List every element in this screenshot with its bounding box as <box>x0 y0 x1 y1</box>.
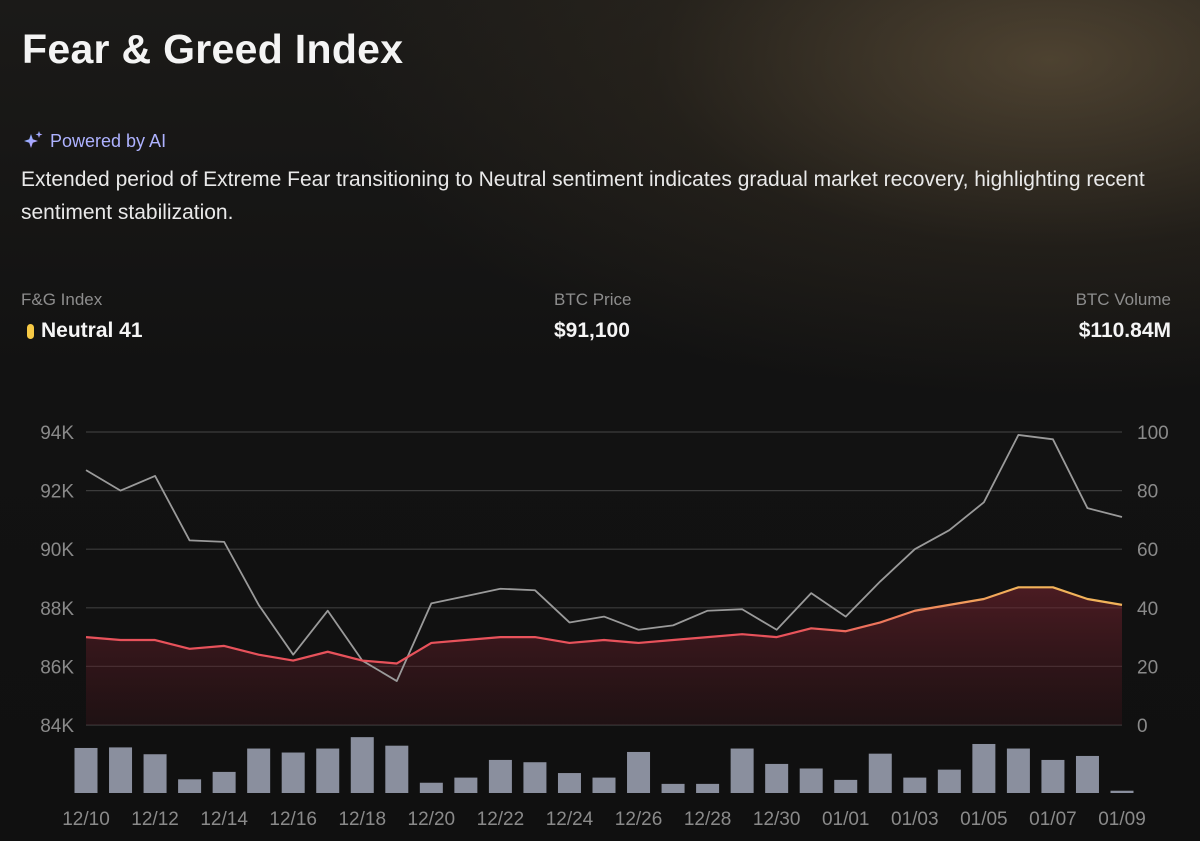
btc-price-value: $91,100 <box>554 319 630 342</box>
axes: 94K 100 92K 80 90K 60 88K 40 86K 20 84K 0 <box>40 423 1169 737</box>
x-tick-label: 01/05 <box>960 809 1008 830</box>
neutral-indicator-icon <box>27 323 34 339</box>
volume-bar[interactable] <box>834 779 858 793</box>
x-axis-ticks: 12/10 12/12 12/14 12/16 12/18 12/20 12/22 12/24… <box>62 809 1146 830</box>
volume-bar[interactable] <box>281 752 305 793</box>
y-left-tick-label: 92K <box>40 482 74 503</box>
page-title: Fear & Greed Index <box>22 26 404 72</box>
btc-price-label: BTC Price <box>554 290 632 309</box>
volume-bar[interactable] <box>661 783 685 793</box>
volume-bar[interactable] <box>385 745 409 793</box>
fg-index-line[interactable] <box>85 586 1123 665</box>
volume-bar[interactable] <box>316 748 340 793</box>
y-right-tick-label: 100 <box>1137 423 1169 444</box>
x-tick-label: 12/18 <box>338 809 386 830</box>
y-left-tick-label: 86K <box>40 657 74 678</box>
volume-bar[interactable] <box>696 783 720 793</box>
ai-badge: Powered by AI <box>22 130 166 152</box>
x-tick-label: 12/12 <box>131 809 179 830</box>
volume-bar[interactable] <box>143 754 167 793</box>
volume-bar[interactable] <box>937 769 961 793</box>
y-right-tick-label: 0 <box>1137 716 1148 737</box>
x-tick-label: 12/22 <box>477 809 525 830</box>
volume-bar[interactable] <box>799 768 823 793</box>
volume-bar[interactable] <box>1041 759 1065 793</box>
volume-bar[interactable] <box>1075 755 1099 793</box>
volume-bar[interactable] <box>557 773 581 793</box>
x-tick-label: 12/10 <box>62 809 110 830</box>
x-tick-label: 01/03 <box>891 809 939 830</box>
fg-index-value: Neutral 41 <box>27 319 143 343</box>
y-left-tick-label: 90K <box>40 540 74 561</box>
volume-bar[interactable] <box>109 747 133 793</box>
fg-area <box>86 587 1122 725</box>
btc-volume-value: $110.84M <box>1078 319 1171 342</box>
x-tick-label: 12/20 <box>408 809 456 830</box>
volume-bar[interactable] <box>488 759 512 793</box>
volume-bar[interactable] <box>730 748 754 793</box>
y-left-tick-label: 84K <box>40 716 74 737</box>
y-left-tick-label: 88K <box>40 599 74 620</box>
x-tick-label: 12/24 <box>546 809 594 830</box>
volume-bar[interactable] <box>247 748 271 793</box>
x-tick-label: 01/01 <box>822 809 870 830</box>
fg-index-label: F&G Index <box>21 290 103 309</box>
x-tick-label: 12/30 <box>753 809 801 830</box>
x-tick-label: 01/09 <box>1098 809 1146 830</box>
volume-bars <box>74 737 1134 793</box>
y-left-tick-label: 94K <box>40 423 74 444</box>
volume-bar[interactable] <box>350 737 374 793</box>
btc-price-line[interactable] <box>85 434 1123 682</box>
volume-bar[interactable] <box>903 777 927 793</box>
volume-bar[interactable] <box>523 762 547 793</box>
series-lines <box>85 434 1123 682</box>
sparkle-icon <box>24 131 43 148</box>
volume-bar[interactable] <box>419 782 443 793</box>
volume-bar[interactable] <box>972 743 996 793</box>
y-right-tick-label: 40 <box>1137 599 1158 620</box>
volume-bar[interactable] <box>212 771 236 793</box>
volume-bar[interactable] <box>765 763 789 793</box>
volume-bar[interactable] <box>74 747 98 793</box>
volume-bar[interactable] <box>592 777 616 793</box>
y-right-tick-label: 20 <box>1137 657 1158 678</box>
x-tick-label: 12/26 <box>615 809 663 830</box>
x-tick-label: 12/16 <box>269 809 317 830</box>
volume-bar[interactable] <box>868 753 892 793</box>
volume-bar[interactable] <box>627 751 651 793</box>
volume-bar[interactable] <box>178 779 202 793</box>
volume-bar[interactable] <box>1006 748 1030 793</box>
x-tick-label: 01/07 <box>1029 809 1077 830</box>
volume-bar[interactable] <box>1110 790 1134 793</box>
fg-index-value-text: Neutral 41 <box>41 319 143 342</box>
volume-bar[interactable] <box>454 777 478 793</box>
fg-area-fill <box>86 587 1122 725</box>
ai-summary: Extended period of Extreme Fear transiti… <box>21 168 1145 224</box>
x-tick-label: 12/14 <box>200 809 248 830</box>
ai-badge-label: Powered by AI <box>50 130 167 151</box>
x-tick-label: 12/28 <box>684 809 732 830</box>
y-right-tick-label: 60 <box>1137 540 1158 561</box>
y-right-tick-label: 80 <box>1137 482 1158 503</box>
btc-volume-label: BTC Volume <box>1075 290 1171 309</box>
